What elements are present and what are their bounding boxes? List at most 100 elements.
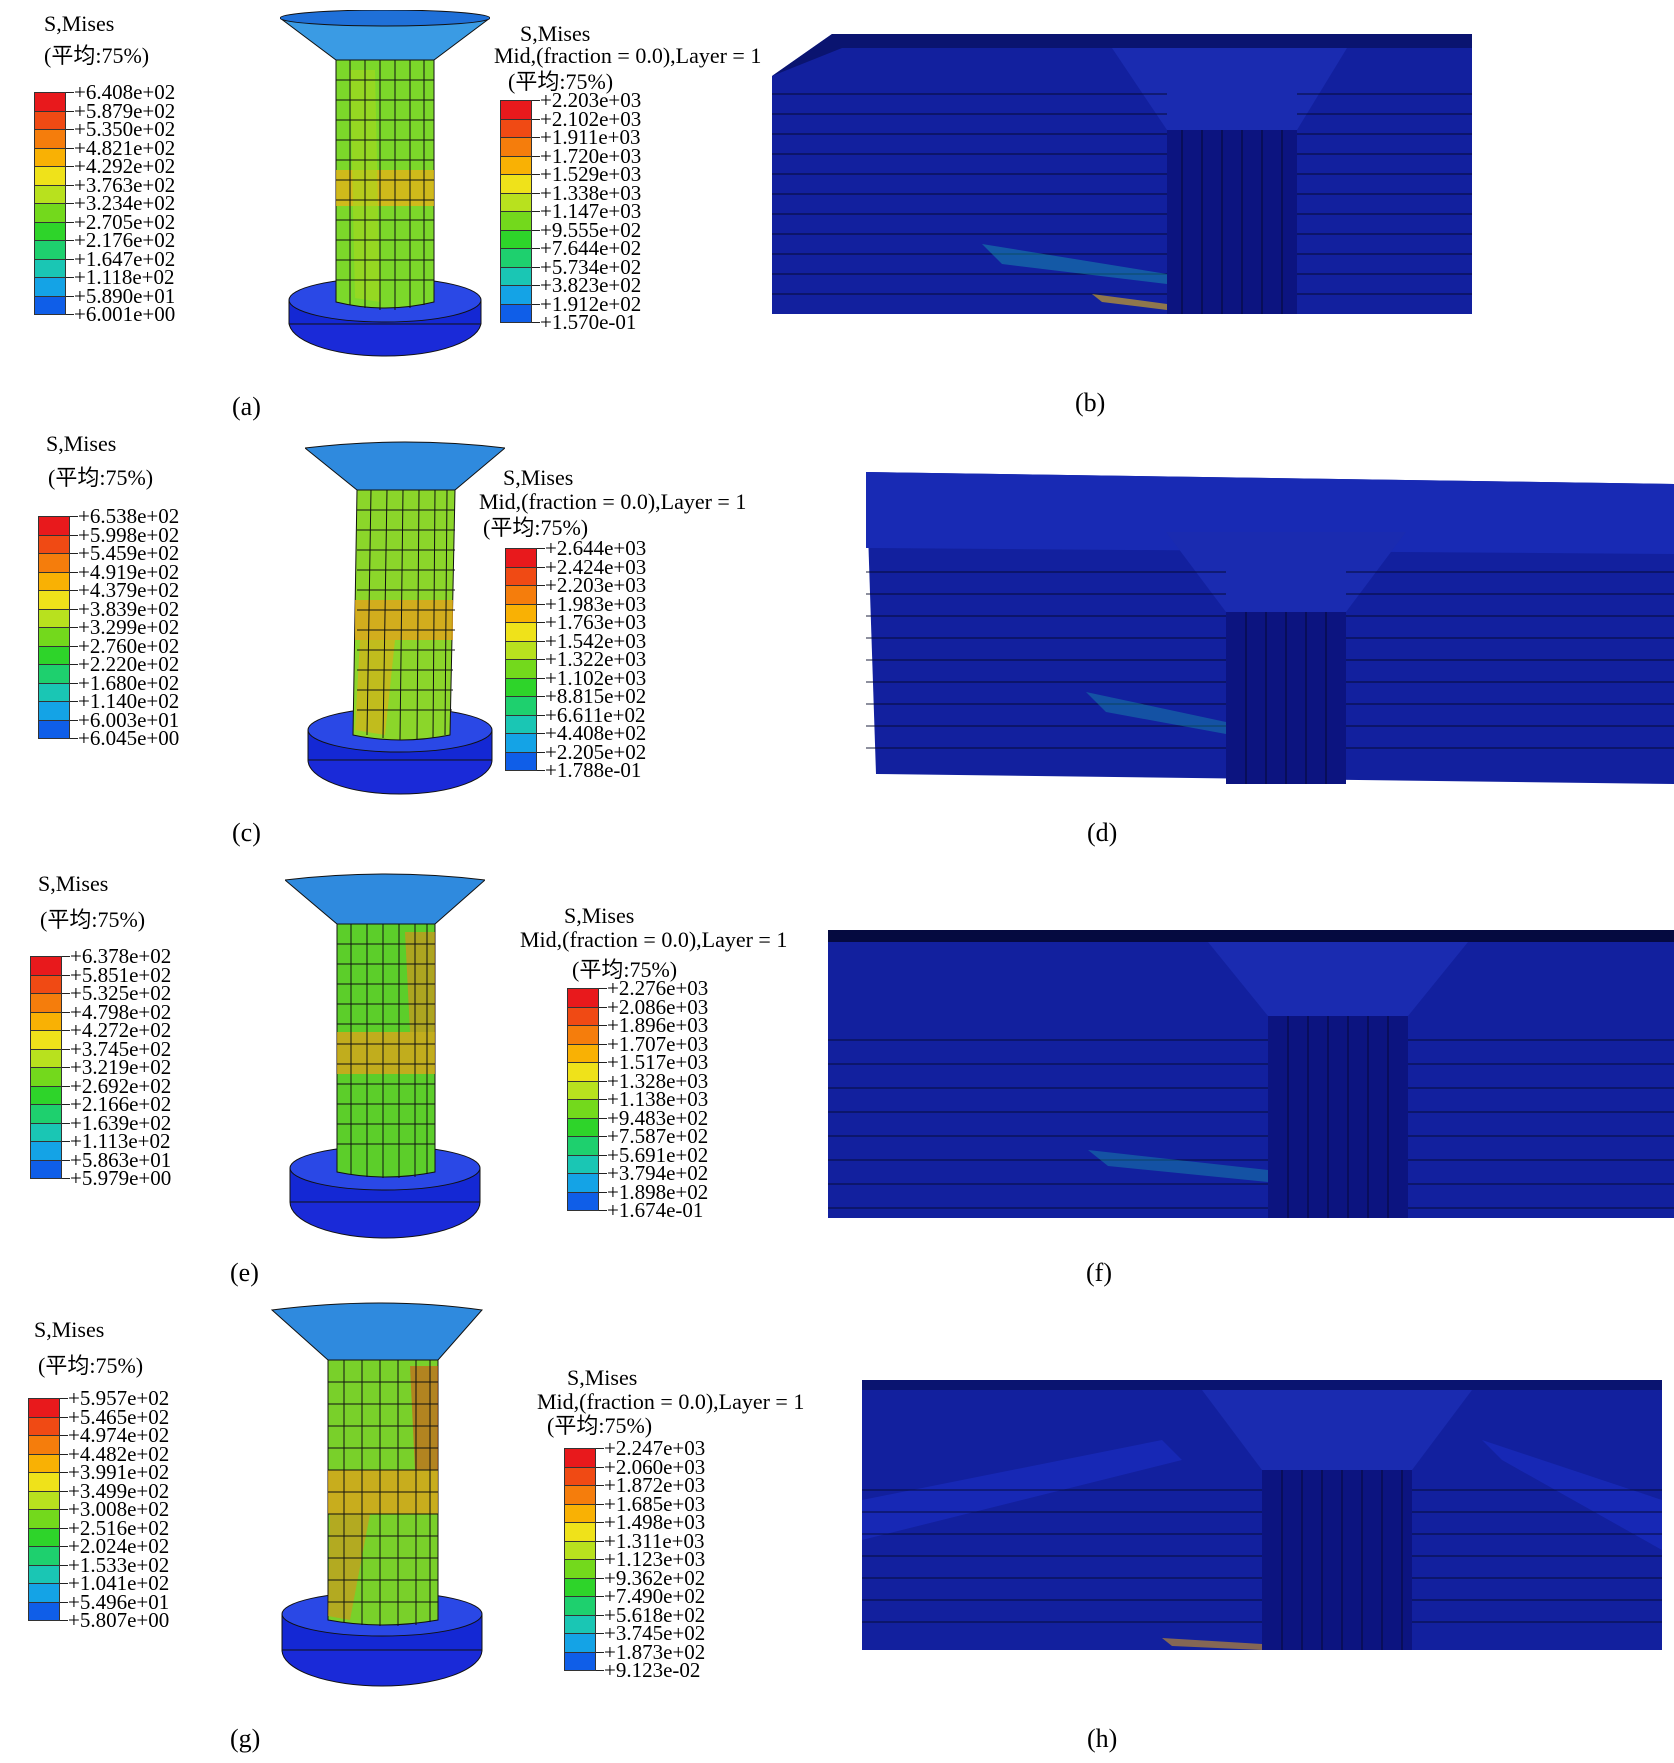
caption-d: (d) — [1087, 818, 1118, 847]
scale-swatch — [567, 1099, 599, 1119]
scale-value: +1.102e+03 — [545, 665, 647, 690]
scale-value: +4.408e+02 — [545, 721, 647, 745]
scale-tick — [62, 1122, 70, 1124]
scale-value: +3.299e+02 — [78, 615, 180, 639]
scale-swatch — [567, 1136, 599, 1156]
scale-tick — [70, 553, 78, 554]
scale-swatch — [38, 534, 70, 554]
scale-swatch — [564, 1448, 596, 1468]
scale-swatch — [505, 585, 537, 605]
scale-value: +1.338e+03 — [540, 180, 642, 205]
scale-value: +2.102e+03 — [540, 106, 642, 131]
scale-value: +5.496e+01 — [68, 1589, 170, 1614]
scale-swatch — [34, 110, 66, 130]
scale-tick — [599, 1006, 607, 1008]
scale-tick — [70, 719, 78, 721]
scale-swatch — [564, 1503, 596, 1523]
scale-tick — [66, 184, 74, 186]
scale-swatch — [28, 1601, 60, 1621]
scale-value: +3.219e+02 — [70, 1055, 172, 1079]
scale-tick — [62, 1159, 70, 1161]
scale-value: +2.024e+02 — [68, 1534, 170, 1558]
scale-tick — [70, 627, 78, 628]
scale-value: +1.685e+03 — [604, 1491, 706, 1516]
scale-swatch — [567, 1025, 599, 1045]
scale-value: +1.517e+03 — [607, 1050, 709, 1074]
scale-swatch — [28, 1435, 60, 1455]
scale-value: +6.408e+02 — [74, 80, 176, 104]
scale-tick — [66, 147, 74, 149]
scale-swatch — [505, 714, 537, 734]
scale-tick — [60, 1416, 68, 1418]
scale-value: +5.957e+02 — [68, 1386, 170, 1410]
scale-value: +7.644e+02 — [540, 236, 642, 260]
scale-tick — [66, 92, 74, 93]
scale-tick — [532, 285, 540, 286]
legend-average: (平均:75%) — [483, 515, 589, 540]
scale-value: +4.272e+02 — [70, 1018, 172, 1042]
scale-value: +5.979e+00 — [70, 1166, 172, 1190]
scale-tick — [537, 733, 545, 734]
scale-swatch — [38, 719, 70, 739]
scale-swatch — [38, 701, 70, 721]
scale-swatch — [28, 1398, 60, 1418]
scale-swatch — [34, 184, 66, 204]
scale-tick — [596, 1503, 604, 1505]
scale-tick — [532, 137, 540, 138]
plate-contour-b — [772, 34, 1472, 314]
scale-tick — [70, 608, 78, 610]
scale-value: +2.760e+02 — [78, 633, 180, 658]
scale-value: +6.003e+01 — [78, 707, 180, 732]
scale-tick — [62, 1178, 70, 1179]
caption-c: (c) — [232, 818, 261, 847]
scale-tick — [60, 1435, 68, 1436]
scale-swatch — [500, 285, 532, 305]
scale-tick — [60, 1453, 68, 1455]
scale-tick — [599, 1210, 607, 1211]
scale-tick — [537, 566, 545, 568]
legend-title: S,Mises — [567, 1365, 638, 1390]
scale-tick — [537, 751, 545, 753]
scale-tick — [66, 203, 74, 204]
scale-swatch — [28, 1583, 60, 1603]
scale-tick — [532, 155, 540, 157]
scale-tick — [599, 1080, 607, 1082]
legend-average: (平均:75%) — [38, 1353, 144, 1378]
legend-section: Mid,(fraction = 0.0),Layer = 1 — [494, 43, 762, 68]
legend-average: (平均:75%) — [547, 1413, 653, 1438]
scale-swatch — [34, 221, 66, 241]
scale-value: +1.498e+03 — [604, 1510, 706, 1534]
scale-value: +6.378e+02 — [70, 944, 172, 968]
scale-swatch — [567, 1043, 599, 1063]
scale-tick — [599, 1154, 607, 1156]
scale-value: +1.680e+02 — [78, 670, 180, 695]
caption-f: (f) — [1086, 1258, 1112, 1287]
scale-value: +1.533e+02 — [68, 1552, 170, 1577]
scale-tick — [537, 640, 545, 642]
scale-swatch — [30, 1048, 62, 1068]
scale-value: +4.798e+02 — [70, 999, 172, 1024]
scale-tick — [599, 1173, 607, 1174]
scale-tick — [596, 1466, 604, 1468]
scale-value: +1.041e+02 — [68, 1571, 170, 1595]
scale-swatch — [38, 516, 70, 536]
scale-tick — [60, 1398, 68, 1399]
scale-swatch — [500, 303, 532, 323]
scale-tick — [537, 622, 545, 623]
scale-swatch — [34, 166, 66, 186]
scale-swatch — [567, 1173, 599, 1193]
scale-tick — [62, 1011, 70, 1013]
scale-tick — [532, 266, 540, 268]
legend-title: S,Mises — [503, 465, 574, 490]
scale-swatch — [567, 988, 599, 1008]
scale-swatch — [30, 1104, 62, 1124]
legend-title: S,Mises — [44, 11, 115, 36]
scale-value: +3.499e+02 — [68, 1478, 170, 1503]
scale-swatch — [34, 129, 66, 149]
scale-swatch — [505, 696, 537, 716]
scale-value: +4.974e+02 — [68, 1423, 170, 1447]
scale-value: +1.529e+03 — [540, 162, 642, 186]
caption-h: (h) — [1087, 1724, 1118, 1753]
scale-swatch — [505, 659, 537, 679]
scale-swatch — [567, 1191, 599, 1211]
